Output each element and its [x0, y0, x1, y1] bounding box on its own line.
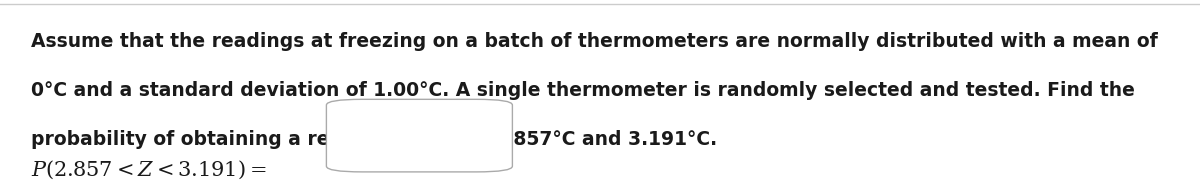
Text: 0°C and a standard deviation of 1.00°C. A single thermometer is randomly selecte: 0°C and a standard deviation of 1.00°C. …: [31, 81, 1135, 100]
Text: $P(2.857 < Z < 3.191) =$: $P(2.857 < Z < 3.191) =$: [31, 159, 266, 181]
Text: Assume that the readings at freezing on a batch of thermometers are normally dis: Assume that the readings at freezing on …: [31, 32, 1158, 51]
Text: probability of obtaining a reading between 2.857°C and 3.191°C.: probability of obtaining a reading betwe…: [31, 130, 718, 149]
FancyBboxPatch shape: [326, 99, 512, 172]
